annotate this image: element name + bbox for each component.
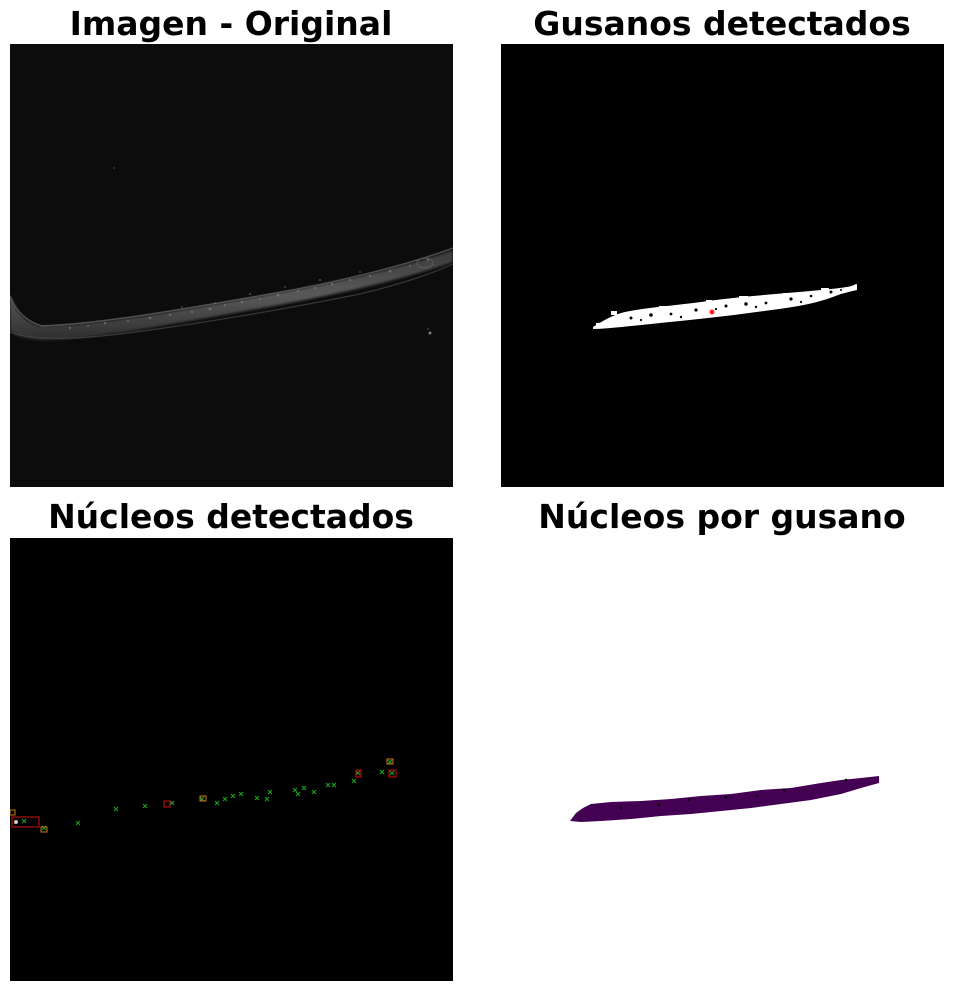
worms-mask-image (501, 44, 944, 487)
worm-body (10, 250, 453, 340)
nuclei-per-worm-panel (501, 538, 944, 981)
original-image-panel (10, 44, 453, 487)
worm-label-region (570, 776, 879, 822)
nuclei-panel (10, 538, 453, 981)
original-image (10, 44, 453, 487)
worms-mask-panel (501, 44, 944, 487)
nuclei-per-worm-image (501, 538, 944, 981)
nuclei-image (10, 538, 453, 981)
title-worms-detected: Gusanos detectados (533, 4, 911, 43)
title-nuclei-detected: Núcleos detectados (48, 497, 414, 536)
nucleus-boxes (10, 758, 397, 833)
title-nuclei-per-worm: Núcleos por gusano (538, 497, 906, 536)
title-original: Imagen - Original (69, 4, 393, 43)
worm-centroid (709, 309, 715, 315)
nucleus-markers (21, 759, 395, 831)
worm-label-holes (619, 778, 848, 810)
